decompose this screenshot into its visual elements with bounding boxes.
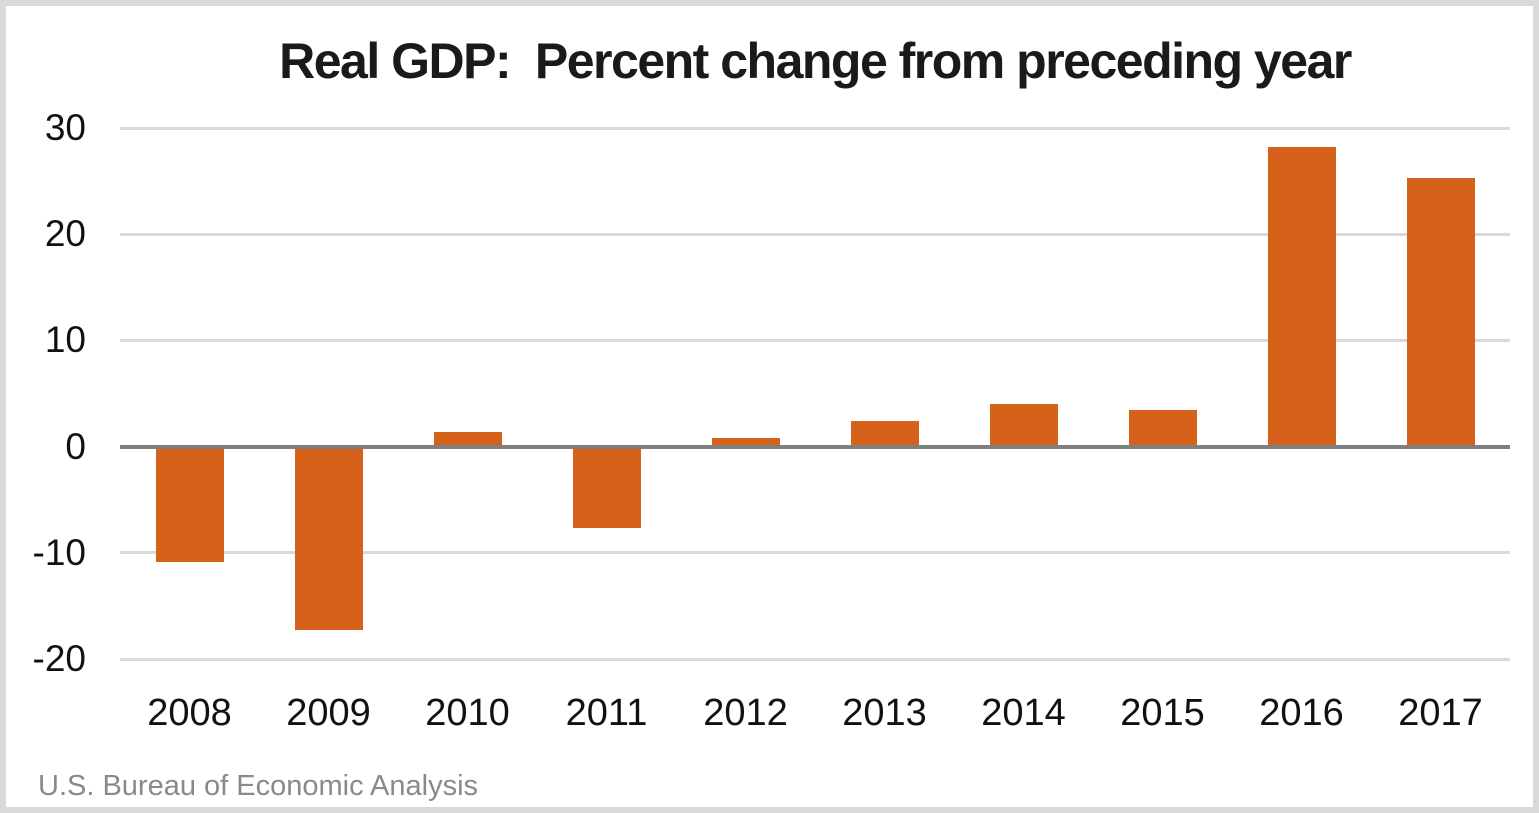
x-tick-label-2009: 2009 [286,692,371,734]
x-tick-label-2012: 2012 [703,692,788,734]
chart-title: Real GDP: Percent change from preceding … [279,33,1352,89]
bar-2009 [294,446,363,631]
y-tick-label: 20 [44,213,86,255]
bar-2013 [850,421,919,447]
bar-2017 [1406,177,1475,447]
bar-2008 [155,446,224,563]
bar-2011 [572,446,641,529]
x-tick-label-2008: 2008 [147,692,232,734]
bar-2014 [989,404,1058,447]
category-slot-2009 [259,128,398,659]
zero-axis-line [120,444,1510,449]
gridline [120,232,1510,236]
bar-2016 [1267,147,1336,447]
bar-2015 [1128,410,1197,447]
gridline [120,126,1510,130]
plot-area [120,126,1510,661]
category-slot-2010 [398,128,537,659]
bar-2010 [433,431,502,447]
category-slot-2015 [1093,128,1232,659]
gridline [120,338,1510,342]
y-tick-label: -10 [32,531,86,573]
x-tick-label-2016: 2016 [1259,692,1344,734]
category-slot-2012 [676,128,815,659]
x-tick-label-2011: 2011 [565,692,648,734]
category-slot-2011 [537,128,676,659]
x-tick-label-2014: 2014 [981,692,1066,734]
category-slot-2017 [1371,128,1510,659]
x-tick-label-2017: 2017 [1398,692,1483,734]
x-tick-label-2015: 2015 [1120,692,1205,734]
gridline [120,657,1510,661]
gridline [120,551,1510,555]
y-axis-labels: 30 20 10 0 -10 -20 [6,107,106,679]
y-tick-label: 0 [65,425,86,467]
category-slot-2016 [1232,128,1371,659]
category-slot-2014 [954,128,1093,659]
bar-series [120,128,1510,659]
category-slot-2013 [815,128,954,659]
y-tick-label: 30 [44,107,86,148]
y-tick-label: 10 [44,319,86,361]
category-slot-2008 [120,128,259,659]
y-tick-label: -20 [32,638,86,679]
source-attribution: U.S. Bureau of Economic Analysis [38,770,479,802]
x-tick-label-2010: 2010 [425,692,510,734]
x-tick-label-2013: 2013 [842,692,927,734]
bar-2012 [711,438,780,447]
x-axis-labels: 2008 2009 2010 2011 2012 2013 2014 2015 2016 2017 [120,692,1510,735]
